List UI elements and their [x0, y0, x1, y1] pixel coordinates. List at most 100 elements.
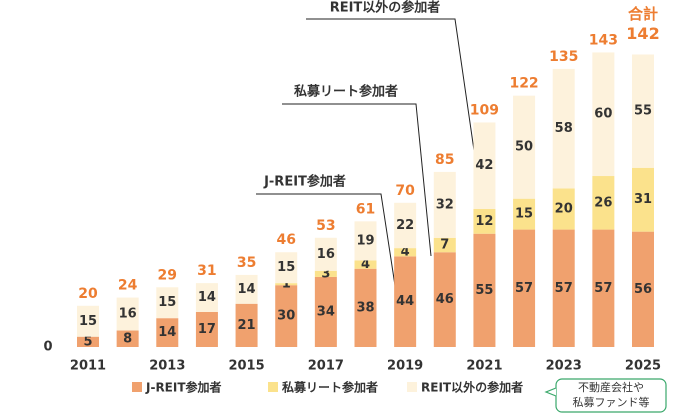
data-label: 7: [440, 238, 449, 253]
bar-segment: [275, 283, 298, 286]
legend-label: REIT以外の参加者: [421, 380, 523, 395]
y-tick-label: 0: [43, 340, 52, 355]
bar-segment: [314, 270, 337, 277]
data-label: 1: [282, 277, 291, 292]
bar-segment: [77, 305, 99, 337]
bar-segment: [632, 231, 654, 347]
legend-label: J-REIT参加者: [145, 380, 222, 395]
data-label: 3: [321, 266, 330, 281]
total-label: 46: [276, 232, 295, 248]
data-label: 32: [436, 197, 454, 212]
data-label: 38: [356, 300, 374, 315]
legend-swatch: [268, 382, 278, 392]
bar-segment: [592, 52, 615, 177]
bar-segment: [354, 260, 377, 269]
total-label: 70: [395, 183, 415, 199]
data-label: 15: [277, 260, 295, 275]
bar-segment: [552, 68, 575, 189]
bar-segment: [195, 311, 218, 347]
total-label: 61: [356, 201, 375, 217]
total-label: 142: [626, 24, 659, 43]
x-tick-label: 2015: [228, 359, 264, 374]
leader-line: [256, 193, 397, 293]
bar-segment: [314, 276, 337, 347]
bar-segment: [354, 221, 377, 261]
data-label: 60: [594, 107, 612, 122]
total-label: 85: [435, 152, 454, 168]
total-label: 122: [509, 76, 538, 92]
bar-segment: [116, 330, 139, 347]
total-label: 53: [316, 218, 335, 234]
annotation: REIT以外の参加者: [330, 0, 441, 16]
bar-segment: [394, 248, 417, 257]
x-tick-label: 2011: [70, 359, 106, 374]
x-tick-label: 2019: [387, 359, 423, 374]
data-label: 57: [515, 281, 533, 296]
total-label: 143: [589, 32, 618, 48]
bar-segment: [552, 229, 575, 347]
bar-segment: [156, 287, 179, 319]
bar-segment: [513, 198, 536, 230]
legend-swatch: [407, 382, 417, 392]
bar-segment: [394, 256, 417, 347]
bar-segment: [473, 122, 496, 209]
data-label: 26: [594, 195, 612, 210]
total-label: 24: [118, 278, 138, 294]
total-title: 合計: [627, 5, 658, 23]
data-label: 34: [317, 304, 335, 319]
x-tick-label: 2021: [466, 359, 502, 374]
total-label: 109: [470, 102, 499, 118]
data-label: 20: [555, 201, 573, 216]
bar-segment: [195, 283, 218, 312]
data-label: 56: [634, 282, 652, 297]
data-label: 12: [475, 214, 493, 229]
data-label: 46: [436, 292, 454, 307]
data-label: 5: [83, 334, 92, 349]
data-label: 16: [317, 247, 335, 262]
data-label: 55: [475, 283, 493, 298]
x-tick-label: 2017: [308, 359, 344, 374]
annotation: 私募リート参加者: [294, 84, 398, 100]
data-label: 19: [356, 233, 374, 248]
bar-segment: [433, 252, 456, 347]
data-label: 17: [198, 322, 216, 337]
bar-segment: [513, 229, 536, 347]
bar-segment: [77, 336, 99, 347]
data-label: 4: [361, 257, 370, 272]
data-label: 22: [396, 218, 414, 233]
bar-segment: [473, 233, 496, 347]
data-label: 4: [401, 245, 410, 260]
leader-lines: [256, 18, 479, 293]
bar-segment: [552, 188, 575, 230]
leader-line: [282, 103, 432, 257]
bar-segment: [354, 268, 377, 347]
bar-segment: [632, 167, 654, 232]
bar-segment: [513, 95, 536, 199]
data-label: 50: [515, 140, 533, 155]
data-label: 57: [594, 281, 612, 296]
data-label: 15: [79, 314, 97, 329]
data-label: 16: [119, 307, 137, 322]
data-label: 42: [475, 158, 493, 173]
x-tick-label: 2025: [625, 359, 661, 374]
data-label: 55: [634, 104, 652, 119]
total-label: 135: [549, 49, 578, 65]
bar-segment: [473, 208, 496, 234]
leader-line: [306, 18, 479, 179]
data-label: 15: [158, 295, 176, 310]
data-label: 14: [198, 290, 216, 305]
total-label: 35: [237, 255, 256, 271]
data-label: 58: [555, 121, 573, 136]
legend-swatch: [132, 382, 142, 392]
x-tick-label: 2013: [149, 359, 185, 374]
bar-segment: [235, 274, 258, 304]
bar-segment: [632, 54, 654, 168]
bar-segment: [314, 237, 337, 271]
bar-segment: [592, 229, 615, 347]
bar-segment: [275, 285, 298, 347]
data-label: 14: [238, 282, 256, 297]
total-label: 29: [158, 267, 177, 283]
data-label: 8: [123, 331, 132, 346]
data-label: 57: [555, 281, 573, 296]
data-label: 30: [277, 309, 295, 324]
